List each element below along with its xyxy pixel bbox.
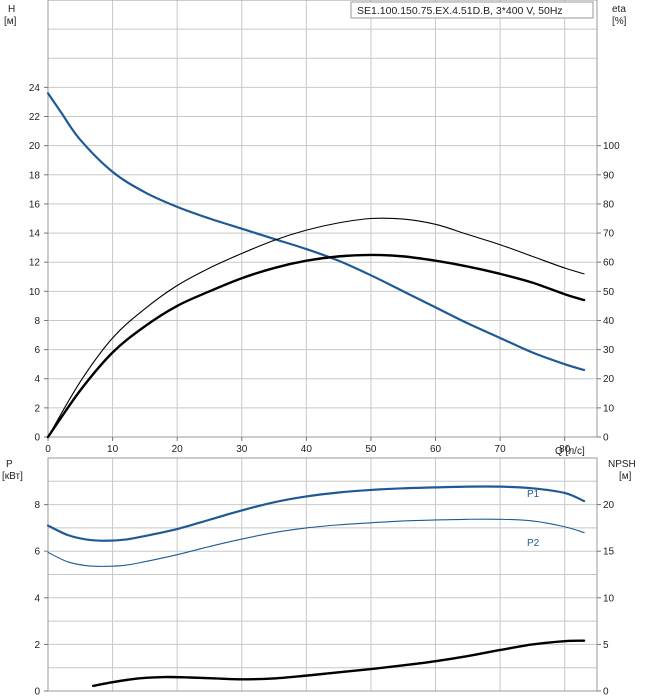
left-tick-label-1-2: 4 <box>34 593 40 604</box>
right-tick-label-0-6: 60 <box>603 258 615 269</box>
label-layer: SE1.100.150.75.EX.4.51D.B, 3*400 V, 50Hz… <box>2 1 636 549</box>
left-tick-label-1-1: 2 <box>34 640 40 651</box>
x-tick-label-7: 70 <box>495 444 507 455</box>
npsh-axis-label: NPSH <box>608 459 636 470</box>
right-tick-label-1-0: 0 <box>603 687 609 698</box>
left-tick-label-0-9: 18 <box>29 170 41 181</box>
x-tick-label-1: 10 <box>107 444 119 455</box>
series-layer <box>46 92 586 688</box>
left-tick-label-0-11: 22 <box>29 112 41 123</box>
series-line-0-2 <box>46 253 586 439</box>
x-tick-label-5: 50 <box>365 444 377 455</box>
right-tick-label-0-7: 70 <box>603 229 615 240</box>
axis-layer: 0246810121416182022240102030405060708090… <box>29 0 620 698</box>
x-tick-label-4: 40 <box>301 444 313 455</box>
left-tick-label-0-0: 0 <box>34 433 40 444</box>
series-line-0-1 <box>47 217 585 438</box>
plot-frame-0 <box>47 0 598 438</box>
grid-layer <box>47 0 597 692</box>
series-line-0-0 <box>46 92 586 372</box>
p-axis-label: P <box>6 459 13 470</box>
series-line-1-1 <box>47 518 585 567</box>
x-tick-label-0: 0 <box>45 444 51 455</box>
left-tick-label-0-6: 12 <box>29 258 41 269</box>
right-tick-label-1-3: 15 <box>603 547 615 558</box>
x-tick-label-3: 30 <box>236 444 248 455</box>
left-tick-label-1-4: 8 <box>34 500 40 511</box>
left-tick-label-0-5: 10 <box>29 287 41 298</box>
series-line-1-0 <box>46 485 586 542</box>
right-tick-label-1-2: 10 <box>603 593 615 604</box>
q-axis-label: Q [л/с] <box>555 446 585 457</box>
left-tick-label-0-8: 16 <box>29 199 41 210</box>
p-axis-unit: [кВт] <box>2 471 23 482</box>
left-tick-label-1-0: 0 <box>34 687 40 698</box>
left-tick-label-0-7: 14 <box>29 229 41 240</box>
plot-frame-1 <box>47 457 598 692</box>
right-tick-label-0-2: 20 <box>603 374 615 385</box>
chart-title-box <box>350 1 594 19</box>
x-tick-label-8: 80 <box>559 444 571 455</box>
chart-title: SE1.100.150.75.EX.4.51D.B, 3*400 V, 50Hz <box>357 5 563 17</box>
left-tick-label-0-12: 24 <box>29 83 41 94</box>
series-line-1-2 <box>92 639 586 688</box>
h-axis-unit: [м] <box>4 16 17 27</box>
right-tick-label-0-10: 100 <box>603 141 620 152</box>
eta-axis-unit: [%] <box>612 16 627 27</box>
right-tick-label-0-4: 40 <box>603 316 615 327</box>
right-tick-label-0-3: 30 <box>603 345 615 356</box>
h-axis-label: H <box>8 4 15 15</box>
right-tick-label-0-1: 10 <box>603 403 615 414</box>
left-tick-label-0-3: 6 <box>34 345 40 356</box>
left-tick-label-1-3: 6 <box>34 547 40 558</box>
right-tick-label-0-8: 80 <box>603 199 615 210</box>
series-label-p1: P1 <box>527 489 540 500</box>
right-tick-label-0-9: 90 <box>603 170 615 181</box>
right-tick-label-0-0: 0 <box>603 433 609 444</box>
npsh-axis-unit: [м] <box>619 471 632 482</box>
right-tick-label-1-1: 5 <box>603 640 609 651</box>
eta-axis-label: eta <box>612 4 626 15</box>
series-label-p2: P2 <box>527 538 540 549</box>
x-tick-label-6: 60 <box>430 444 442 455</box>
right-tick-label-0-5: 50 <box>603 287 615 298</box>
left-tick-label-0-4: 8 <box>34 316 40 327</box>
x-tick-label-2: 20 <box>172 444 184 455</box>
right-tick-label-1-4: 20 <box>603 500 615 511</box>
left-tick-label-0-10: 20 <box>29 141 41 152</box>
left-tick-label-0-2: 4 <box>34 374 40 385</box>
left-tick-label-0-1: 2 <box>34 403 40 414</box>
